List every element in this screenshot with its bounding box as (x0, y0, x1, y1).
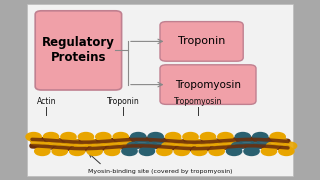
Circle shape (66, 139, 79, 146)
Circle shape (118, 139, 131, 146)
Circle shape (35, 147, 50, 156)
FancyBboxPatch shape (160, 65, 256, 104)
Circle shape (157, 147, 172, 156)
Circle shape (44, 132, 59, 141)
Circle shape (92, 142, 105, 149)
Circle shape (48, 139, 61, 146)
Circle shape (218, 132, 233, 141)
Text: Troponin: Troponin (107, 97, 140, 106)
Circle shape (87, 147, 102, 156)
Circle shape (122, 147, 137, 156)
FancyBboxPatch shape (35, 11, 122, 90)
Text: Troponin: Troponin (178, 36, 225, 46)
Circle shape (61, 132, 76, 141)
Circle shape (52, 147, 68, 156)
Circle shape (78, 132, 93, 141)
Circle shape (279, 147, 294, 156)
Text: Actin: Actin (37, 97, 56, 106)
Circle shape (75, 142, 87, 149)
Circle shape (139, 147, 155, 156)
Circle shape (200, 132, 216, 141)
Circle shape (249, 142, 262, 149)
Circle shape (183, 132, 198, 141)
Text: Tropomyosin: Tropomyosin (175, 80, 241, 90)
Circle shape (188, 139, 201, 146)
Circle shape (101, 139, 114, 146)
Circle shape (235, 132, 251, 141)
Circle shape (69, 147, 85, 156)
Circle shape (270, 132, 285, 141)
Circle shape (240, 139, 253, 146)
Circle shape (144, 142, 157, 149)
Circle shape (214, 142, 227, 149)
Circle shape (205, 139, 218, 146)
Circle shape (165, 132, 181, 141)
Circle shape (192, 147, 207, 156)
Circle shape (148, 132, 163, 141)
Circle shape (227, 147, 242, 156)
Text: Myosin-binding site (covered by tropomyosin): Myosin-binding site (covered by tropomyo… (88, 169, 232, 174)
Circle shape (40, 142, 52, 149)
Circle shape (136, 139, 148, 146)
Circle shape (153, 139, 166, 146)
Circle shape (104, 147, 120, 156)
Circle shape (223, 139, 236, 146)
Circle shape (162, 142, 175, 149)
FancyBboxPatch shape (160, 22, 243, 61)
Circle shape (57, 142, 70, 149)
Circle shape (252, 132, 268, 141)
Circle shape (275, 139, 288, 146)
Circle shape (83, 139, 96, 146)
Circle shape (209, 147, 224, 156)
Circle shape (179, 142, 192, 149)
Circle shape (131, 132, 146, 141)
Circle shape (174, 147, 189, 156)
Circle shape (196, 142, 210, 149)
Circle shape (96, 132, 111, 141)
Circle shape (266, 142, 279, 149)
Circle shape (109, 142, 122, 149)
Circle shape (127, 142, 140, 149)
Circle shape (26, 132, 41, 141)
Circle shape (258, 139, 270, 146)
FancyBboxPatch shape (27, 4, 293, 176)
Circle shape (231, 142, 244, 149)
Circle shape (171, 139, 183, 146)
Circle shape (261, 147, 276, 156)
Circle shape (113, 132, 128, 141)
Circle shape (284, 142, 297, 149)
Text: Tropomyosin: Tropomyosin (174, 97, 223, 106)
Circle shape (31, 139, 44, 146)
Text: Regulatory
Proteins: Regulatory Proteins (42, 36, 115, 64)
Circle shape (244, 147, 259, 156)
